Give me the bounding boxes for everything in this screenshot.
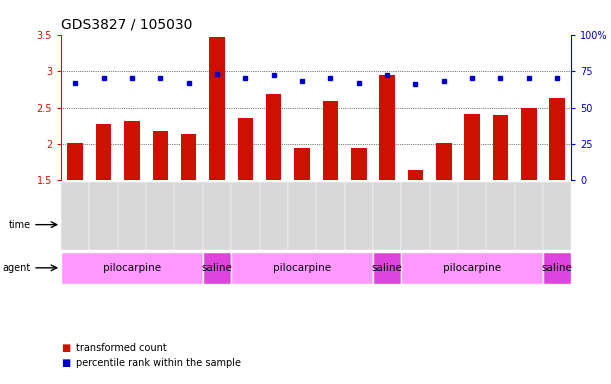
- Text: agent: agent: [2, 263, 31, 273]
- Text: pilocarpine: pilocarpine: [273, 263, 331, 273]
- Bar: [61, 252, 203, 284]
- Bar: [430, 182, 458, 250]
- Bar: [67, 143, 83, 180]
- Bar: [231, 182, 260, 250]
- Bar: [238, 118, 253, 180]
- Bar: [203, 252, 231, 284]
- Bar: [153, 131, 168, 180]
- Bar: [549, 98, 565, 180]
- Bar: [231, 209, 401, 240]
- Bar: [260, 182, 288, 250]
- Bar: [61, 209, 231, 240]
- Bar: [521, 108, 536, 180]
- Bar: [295, 148, 310, 180]
- Text: time: time: [9, 220, 31, 230]
- Text: saline: saline: [202, 263, 232, 273]
- Bar: [373, 252, 401, 284]
- Bar: [96, 124, 111, 180]
- Text: saline: saline: [371, 263, 403, 273]
- Bar: [401, 252, 543, 284]
- Bar: [345, 182, 373, 250]
- Bar: [231, 252, 373, 284]
- Text: immediate: immediate: [458, 220, 514, 230]
- Bar: [492, 115, 508, 180]
- Bar: [175, 182, 203, 250]
- Bar: [266, 94, 282, 180]
- Bar: [514, 182, 543, 250]
- Bar: [124, 121, 140, 180]
- Bar: [373, 182, 401, 250]
- Bar: [323, 101, 338, 180]
- Text: 3 days post-SE: 3 days post-SE: [108, 220, 185, 230]
- Text: pilocarpine: pilocarpine: [443, 263, 501, 273]
- Bar: [458, 182, 486, 250]
- Text: ■: ■: [61, 343, 70, 353]
- Text: percentile rank within the sample: percentile rank within the sample: [76, 358, 241, 368]
- Bar: [146, 182, 175, 250]
- Bar: [288, 182, 316, 250]
- Bar: [351, 148, 367, 180]
- Bar: [401, 209, 571, 240]
- Bar: [543, 182, 571, 250]
- Bar: [118, 182, 146, 250]
- Bar: [543, 252, 571, 284]
- Bar: [181, 134, 197, 180]
- Bar: [209, 37, 225, 180]
- Bar: [401, 182, 430, 250]
- Text: pilocarpine: pilocarpine: [103, 263, 161, 273]
- Bar: [203, 182, 231, 250]
- Bar: [89, 182, 118, 250]
- Bar: [408, 170, 423, 180]
- Text: 7 days post-SE: 7 days post-SE: [277, 220, 355, 230]
- Bar: [61, 182, 89, 250]
- Text: ■: ■: [61, 358, 70, 368]
- Bar: [464, 114, 480, 180]
- Bar: [379, 75, 395, 180]
- Bar: [316, 182, 345, 250]
- Text: GDS3827 / 105030: GDS3827 / 105030: [61, 17, 192, 31]
- Text: saline: saline: [542, 263, 573, 273]
- Bar: [486, 182, 514, 250]
- Text: transformed count: transformed count: [76, 343, 167, 353]
- Bar: [436, 142, 452, 180]
